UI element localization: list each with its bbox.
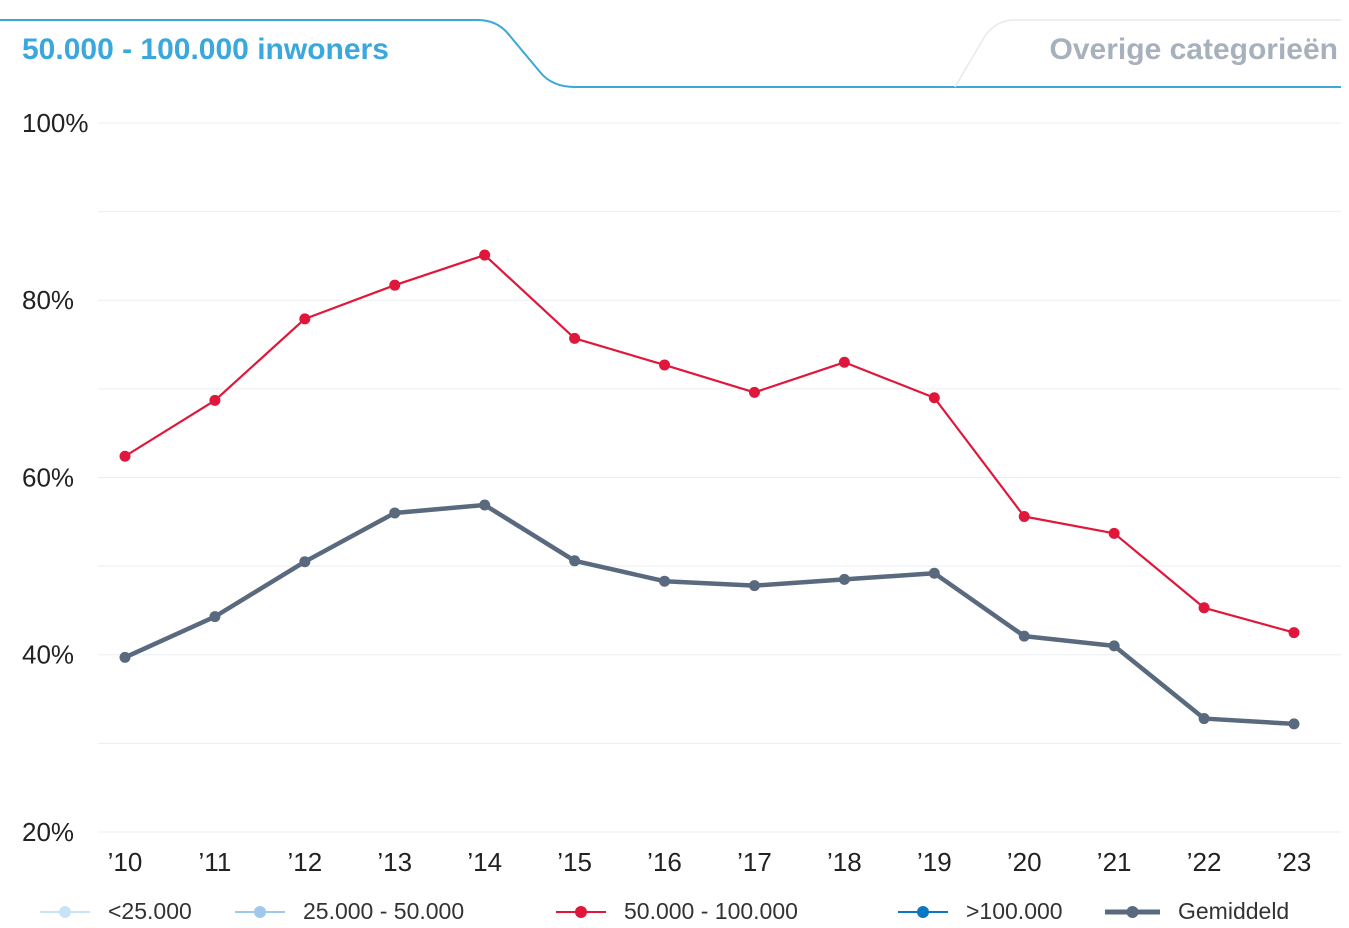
x-tick-label: ’20 <box>1007 847 1042 877</box>
legend-label: Gemiddeld <box>1178 898 1289 923</box>
point <box>1288 627 1300 639</box>
series-line <box>119 249 1300 639</box>
line <box>124 253 1295 634</box>
point <box>389 279 401 291</box>
legend-label: 25.000 - 50.000 <box>303 898 464 923</box>
x-tick-label: ’12 <box>287 847 322 877</box>
y-tick-label: 100% <box>22 108 89 138</box>
other-tab-outline <box>954 19 1341 88</box>
x-tick-label: ’18 <box>827 847 862 877</box>
point <box>748 580 760 592</box>
legend-label: >100.000 <box>966 898 1063 923</box>
active-tab[interactable]: 50.000 - 100.000 inwoners <box>22 33 389 66</box>
point <box>1198 713 1210 725</box>
y-tick-label: 60% <box>22 462 74 492</box>
point <box>659 575 671 587</box>
point <box>479 249 491 261</box>
point <box>928 567 940 579</box>
x-tick-label: ’13 <box>377 847 412 877</box>
active-tab-outline <box>0 19 1341 88</box>
x-tick-label: ’23 <box>1277 847 1312 877</box>
x-tick-label: ’16 <box>647 847 682 877</box>
point <box>1108 527 1120 539</box>
point <box>1198 602 1210 614</box>
point <box>748 386 760 398</box>
x-tick-label: ’15 <box>557 847 592 877</box>
point <box>569 332 581 344</box>
point <box>1018 510 1030 522</box>
legend-label: 50.000 - 100.000 <box>624 898 798 923</box>
point <box>838 573 850 585</box>
point <box>659 359 671 371</box>
y-tick-label: 40% <box>22 640 74 670</box>
x-tick-label: ’11 <box>199 847 232 877</box>
point <box>209 611 221 623</box>
series-line <box>119 499 1300 730</box>
y-tick-label: 80% <box>22 285 74 315</box>
legend-label: <25.000 <box>108 898 192 923</box>
x-tick-label: ’17 <box>737 847 772 877</box>
point <box>1288 718 1300 730</box>
point <box>1018 630 1030 642</box>
point <box>569 555 581 567</box>
point <box>389 507 401 519</box>
x-tick-label: ’19 <box>917 847 952 877</box>
x-tick-label: ’21 <box>1097 847 1132 877</box>
y-tick-label: 20% <box>22 817 74 847</box>
point <box>119 450 131 462</box>
other-tab[interactable]: Overige categorieën <box>1050 33 1338 66</box>
x-tick-label: ’14 <box>467 847 502 877</box>
point <box>1108 640 1120 652</box>
point <box>479 499 491 511</box>
point <box>928 392 940 404</box>
x-tick-label: ’10 <box>108 847 143 877</box>
point <box>838 356 850 368</box>
point <box>299 313 311 325</box>
point <box>119 651 131 663</box>
point <box>299 556 311 568</box>
line <box>124 502 1295 727</box>
x-tick-label: ’22 <box>1187 847 1222 877</box>
legend-marker <box>254 906 266 918</box>
legend-marker <box>575 906 587 918</box>
legend-marker <box>59 906 71 918</box>
point <box>209 394 221 406</box>
legend-marker <box>1126 906 1139 918</box>
legend-marker <box>917 906 929 918</box>
